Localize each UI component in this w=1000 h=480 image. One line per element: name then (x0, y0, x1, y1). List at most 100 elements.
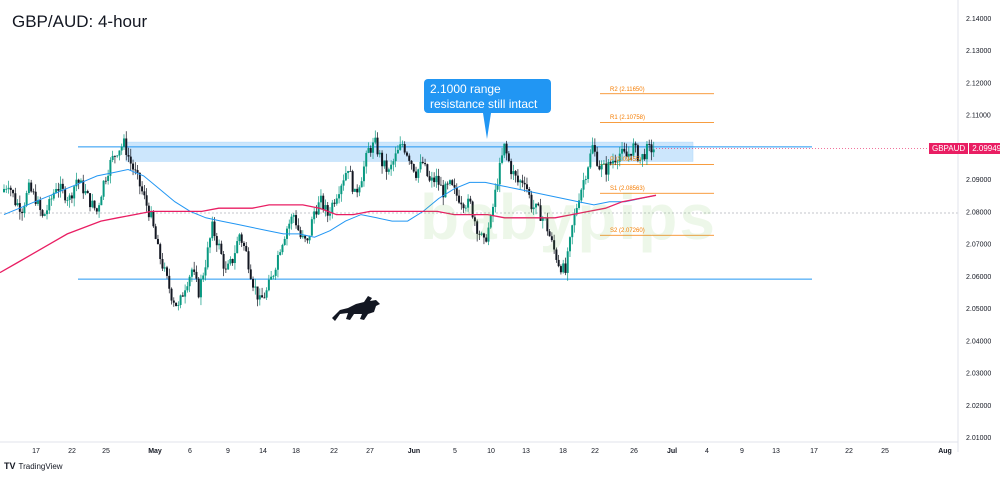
candle-body (480, 233, 483, 235)
y-tick-label: 2.05000 (966, 306, 991, 313)
candle-body (390, 164, 393, 170)
candle-body (399, 144, 402, 150)
candle-body (451, 180, 454, 185)
x-tick-label: 18 (559, 448, 567, 455)
candle-body (415, 171, 418, 178)
candle-body (79, 180, 82, 183)
candle-body (372, 142, 375, 153)
price-tag-symbol: GBPAUD (929, 143, 969, 154)
candle-body (410, 160, 413, 165)
pivot-label: P (2.09455) (610, 157, 642, 164)
candle-body (190, 269, 193, 277)
candle-body (98, 205, 101, 212)
candle-body (437, 175, 440, 185)
tradingview-logo[interactable]: TV TradingView (4, 461, 63, 471)
candle-body (430, 177, 433, 181)
candle-body (482, 233, 485, 238)
candle-body (3, 188, 5, 193)
candle-body (279, 252, 282, 256)
x-tick-label: 25 (881, 448, 889, 455)
candle-body (315, 211, 318, 215)
candle-body (152, 211, 155, 227)
candle-body (652, 149, 655, 153)
candle-body (471, 201, 474, 218)
pivot-label: R2 (2.11650) (610, 86, 645, 93)
candle-body (516, 175, 519, 183)
candle-body (145, 195, 148, 206)
x-tick-label: 18 (292, 448, 300, 455)
candle-body (209, 238, 212, 248)
x-tick-label: 17 (810, 448, 818, 455)
candle-body (575, 207, 578, 215)
y-tick-label: 2.12000 (966, 80, 991, 87)
candle-body (419, 161, 422, 170)
candle-body (213, 221, 216, 237)
candle-body (175, 302, 178, 306)
candle-body (498, 162, 501, 185)
pivot-lines-layer (600, 93, 714, 236)
candle-body (476, 221, 479, 234)
candle-body (600, 164, 603, 170)
candle-body (7, 187, 10, 189)
candle-body (141, 186, 144, 192)
x-tick-label: 5 (453, 448, 457, 455)
candle-body (439, 184, 442, 186)
candle-body (61, 183, 64, 189)
candle-body (523, 182, 526, 185)
candle-body (313, 211, 316, 220)
candle-body (639, 159, 642, 162)
candle-body (492, 206, 494, 216)
candle-body (16, 203, 19, 206)
x-tick-label: 13 (522, 448, 530, 455)
candle-body (143, 191, 146, 196)
candle-body (512, 171, 515, 175)
bull-icon (332, 296, 380, 321)
x-tick-label: 25 (102, 448, 110, 455)
candle-body (596, 151, 599, 166)
y-tick-label: 2.08000 (966, 209, 991, 216)
candle-body (172, 300, 175, 303)
y-tick-label: 2.14000 (966, 16, 991, 23)
candle-body (231, 259, 234, 264)
candle-body (525, 184, 528, 189)
callout-line-2: resistance still intact (430, 97, 538, 111)
x-axis: 17 22 25 May 6 9 14 18 22 27 Jun 5 10 13 18 22 26 Jul 4 9 13… (0, 441, 958, 455)
candle-body (362, 166, 365, 182)
candle-body (283, 238, 286, 245)
candle-body (12, 189, 15, 194)
candle-body (369, 148, 372, 153)
candle-body (458, 195, 461, 203)
candle-body (421, 161, 424, 164)
candle-body (281, 244, 284, 253)
candle-body (473, 217, 476, 222)
candle-body (186, 286, 189, 291)
candle-body (487, 227, 490, 242)
candle-body (648, 143, 651, 145)
candle-body (252, 279, 255, 288)
candle-body (335, 198, 338, 204)
candle-body (102, 180, 105, 197)
candle-body (168, 275, 171, 289)
price-tag-value: 2.09949 (968, 143, 1000, 154)
candle-body (589, 153, 592, 168)
x-tick-label: 22 (330, 448, 338, 455)
pivot-label: S2 (2.07260) (610, 228, 645, 235)
candle-body (32, 191, 35, 193)
moving-averages-layer (0, 148, 929, 274)
candle-body (507, 153, 510, 162)
candle-body (75, 179, 78, 187)
candle-body (356, 188, 359, 193)
candle-body (14, 193, 17, 206)
candle-body (199, 279, 202, 298)
candle-body (464, 207, 467, 209)
candle-body (501, 155, 504, 163)
candle-body (338, 194, 341, 199)
candle-body (385, 160, 388, 172)
y-tick-label: 2.03000 (966, 371, 991, 378)
candle-body (455, 187, 458, 196)
candle-body (607, 162, 610, 175)
x-tick-label: 9 (740, 448, 744, 455)
x-tick-label: 22 (591, 448, 599, 455)
candle-body (163, 267, 166, 269)
candle-body (324, 205, 327, 210)
